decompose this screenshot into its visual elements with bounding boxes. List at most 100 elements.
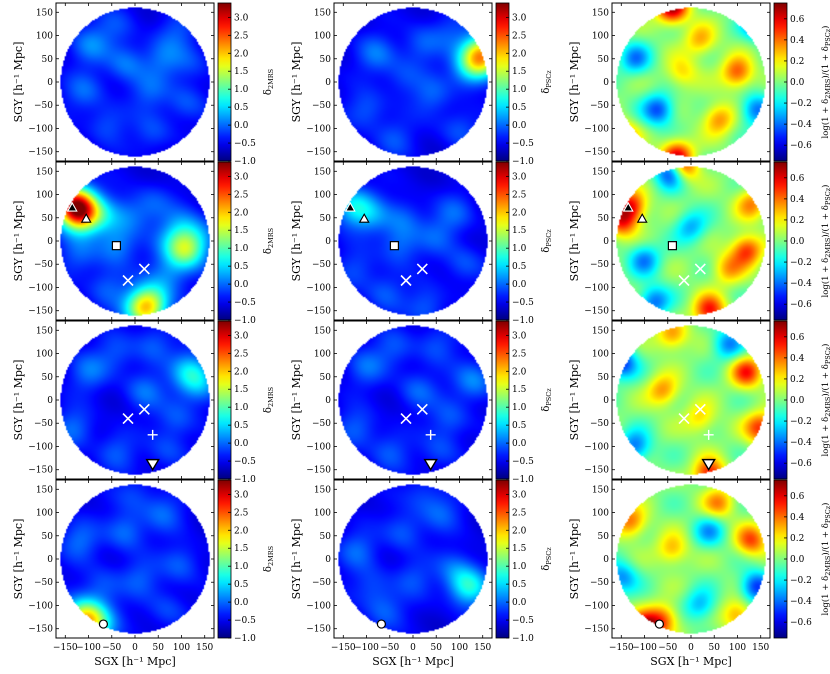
colorbar-gradient	[217, 320, 232, 480]
y-tick-label: 100	[592, 350, 609, 360]
colorbar-tick-label: −0.5	[512, 457, 534, 467]
colorbar-tick-label: 0.5	[234, 580, 249, 590]
colorbar-tick-label: −0.2	[790, 417, 812, 427]
x-tick-label: −50	[380, 643, 399, 653]
y-axis-label: SGY [h⁻¹ Mpc]	[12, 519, 25, 600]
colorbar-tick-label: −1.0	[512, 157, 534, 167]
y-tick-label: 0	[603, 555, 609, 565]
y-tick-label: −100	[306, 442, 331, 452]
colorbar-tick-label: 3.0	[234, 490, 249, 500]
y-tick-label: −150	[584, 466, 609, 476]
y-tick-label: −50	[590, 419, 609, 429]
colorbar-tick-label: 1.0	[234, 244, 249, 254]
colorbar-label: δPSCz	[541, 388, 553, 412]
x-tick-label: 0	[410, 643, 416, 653]
density-field	[334, 480, 492, 638]
colorbar-label: δPSCz	[541, 70, 553, 94]
colorbar-tick-label: −1.0	[234, 316, 256, 326]
colorbar-gradient	[495, 320, 510, 480]
density-field	[334, 321, 492, 479]
colorbar-tick-label: 0.0	[512, 439, 527, 449]
colorbar-tick-label: 3.0	[234, 13, 249, 23]
plus-marker	[147, 429, 158, 440]
colorbar-gradient	[217, 2, 232, 162]
y-tick-label: −150	[28, 307, 53, 317]
colorbar: −1.0 −0.5 0.0 0.5 1.0 1.5 2.0 2.5 3.0 δ2MRS	[217, 2, 275, 167]
square-marker	[389, 241, 400, 251]
y-tick-label: −100	[584, 283, 609, 293]
colorbar-tick-label: 2.5	[234, 31, 249, 41]
y-tick-label: −100	[306, 124, 331, 134]
colorbar: −0.6 −0.4 −0.2 0.0 0.2 0.4 0.6 log(1 + δ2MRS)/(…	[773, 479, 830, 639]
y-tick-label: −150	[28, 148, 53, 158]
y-tick-label: 150	[36, 8, 53, 18]
x-tick-label: 150	[474, 643, 491, 653]
colorbar-tick-label: 0.0	[512, 121, 527, 131]
colorbar-tick-label: −0.5	[234, 298, 256, 308]
colorbar-label: log(1 + δ2MRS)/(1 + δPSCz)	[820, 26, 830, 139]
colorbar: −1.0 −0.5 0.0 0.5 1.0 1.5 2.0 2.5 3.0 δPSCz	[495, 2, 553, 167]
colorbar-tick-label: 0.0	[234, 280, 249, 290]
colorbar-gradient	[495, 161, 510, 321]
colorbar-tick-label: 3.0	[234, 172, 249, 182]
x-tick-label: 150	[752, 643, 769, 653]
triangle-up-marker	[358, 213, 370, 223]
x-tick-label: 150	[196, 643, 213, 653]
y-tick-label: 50	[598, 55, 610, 65]
colorbar-tick-label: 2.5	[512, 508, 527, 518]
circle-marker	[654, 619, 665, 629]
colorbar-tick-label: 2.5	[234, 508, 249, 518]
colorbar-tick-label: 0.6	[790, 333, 805, 343]
y-tick-label: −150	[306, 466, 331, 476]
colorbar-tick-label: 0.0	[234, 598, 249, 608]
colorbar-tick-label: 2.5	[234, 190, 249, 200]
y-tick-label: −150	[306, 148, 331, 158]
y-tick-label: 50	[598, 214, 610, 224]
y-tick-label: −50	[34, 419, 53, 429]
colorbar-gradient	[495, 2, 510, 162]
colorbar-label: δ2MRS	[263, 69, 275, 95]
colorbar-label: log(1 + δ2MRS)/(1 + δPSCz)	[820, 503, 830, 616]
y-tick-label: 50	[320, 55, 332, 65]
colorbar-tick-label: 0.5	[234, 262, 249, 272]
y-tick-label: 0	[603, 78, 609, 88]
y-tick-label: 50	[320, 532, 332, 542]
colorbar-label: δPSCz	[541, 229, 553, 253]
colorbar-tick-label: −0.6	[790, 141, 812, 151]
y-axis-label: SGY [h⁻¹ Mpc]	[290, 42, 303, 123]
colorbar-tick-label: 0.6	[790, 492, 805, 502]
y-axis-label: SGY [h⁻¹ Mpc]	[568, 42, 581, 123]
colorbar-tick-label: −0.5	[512, 298, 534, 308]
y-tick-label: −100	[28, 124, 53, 134]
y-tick-label: 50	[42, 55, 54, 65]
colorbar-tick-label: 1.5	[512, 226, 527, 236]
panel-r2-c1: −150 −100 −50 0 50 100 150 SGY [h⁻¹ Mpc] −1.0 −0.…	[12, 161, 275, 326]
y-tick-label: 0	[47, 396, 53, 406]
colorbar-tick-label: 0.0	[790, 555, 805, 565]
y-tick-label: −100	[584, 124, 609, 134]
colorbar-tick-label: 1.5	[512, 67, 527, 77]
colorbar-tick-label: −0.4	[790, 279, 812, 289]
y-tick-label: 0	[47, 78, 53, 88]
y-tick-label: 50	[320, 214, 332, 224]
x-axis-label: SGX [h⁻¹ Mpc]	[650, 655, 732, 668]
colorbar-tick-label: 0.0	[512, 280, 527, 290]
x-tick-label: −150	[53, 643, 78, 653]
y-tick-label: 100	[314, 350, 331, 360]
panel-r2-c2: −150 −100 −50 0 50 100 150 SGY [h⁻¹ Mpc] −1.0 −0.…	[290, 161, 553, 326]
circle-marker	[376, 619, 386, 629]
colorbar-tick-label: 2.0	[234, 367, 249, 377]
y-tick-label: −50	[590, 101, 609, 111]
panel-r3-c2: −150 −100 −50 0 50 100 150 SGY [h⁻¹ Mpc] −1.0 −0.…	[290, 320, 553, 485]
colorbar-tick-label: −0.5	[234, 457, 256, 467]
square-marker	[111, 241, 122, 251]
colorbar-tick-label: 0.5	[512, 103, 527, 113]
y-tick-label: 100	[314, 32, 331, 42]
x-tick-label: −150	[331, 643, 356, 653]
colorbar-tick-label: −0.5	[234, 616, 256, 626]
y-axis-label: SGY [h⁻¹ Mpc]	[568, 519, 581, 600]
colorbar-tick-label: −0.2	[790, 258, 812, 268]
